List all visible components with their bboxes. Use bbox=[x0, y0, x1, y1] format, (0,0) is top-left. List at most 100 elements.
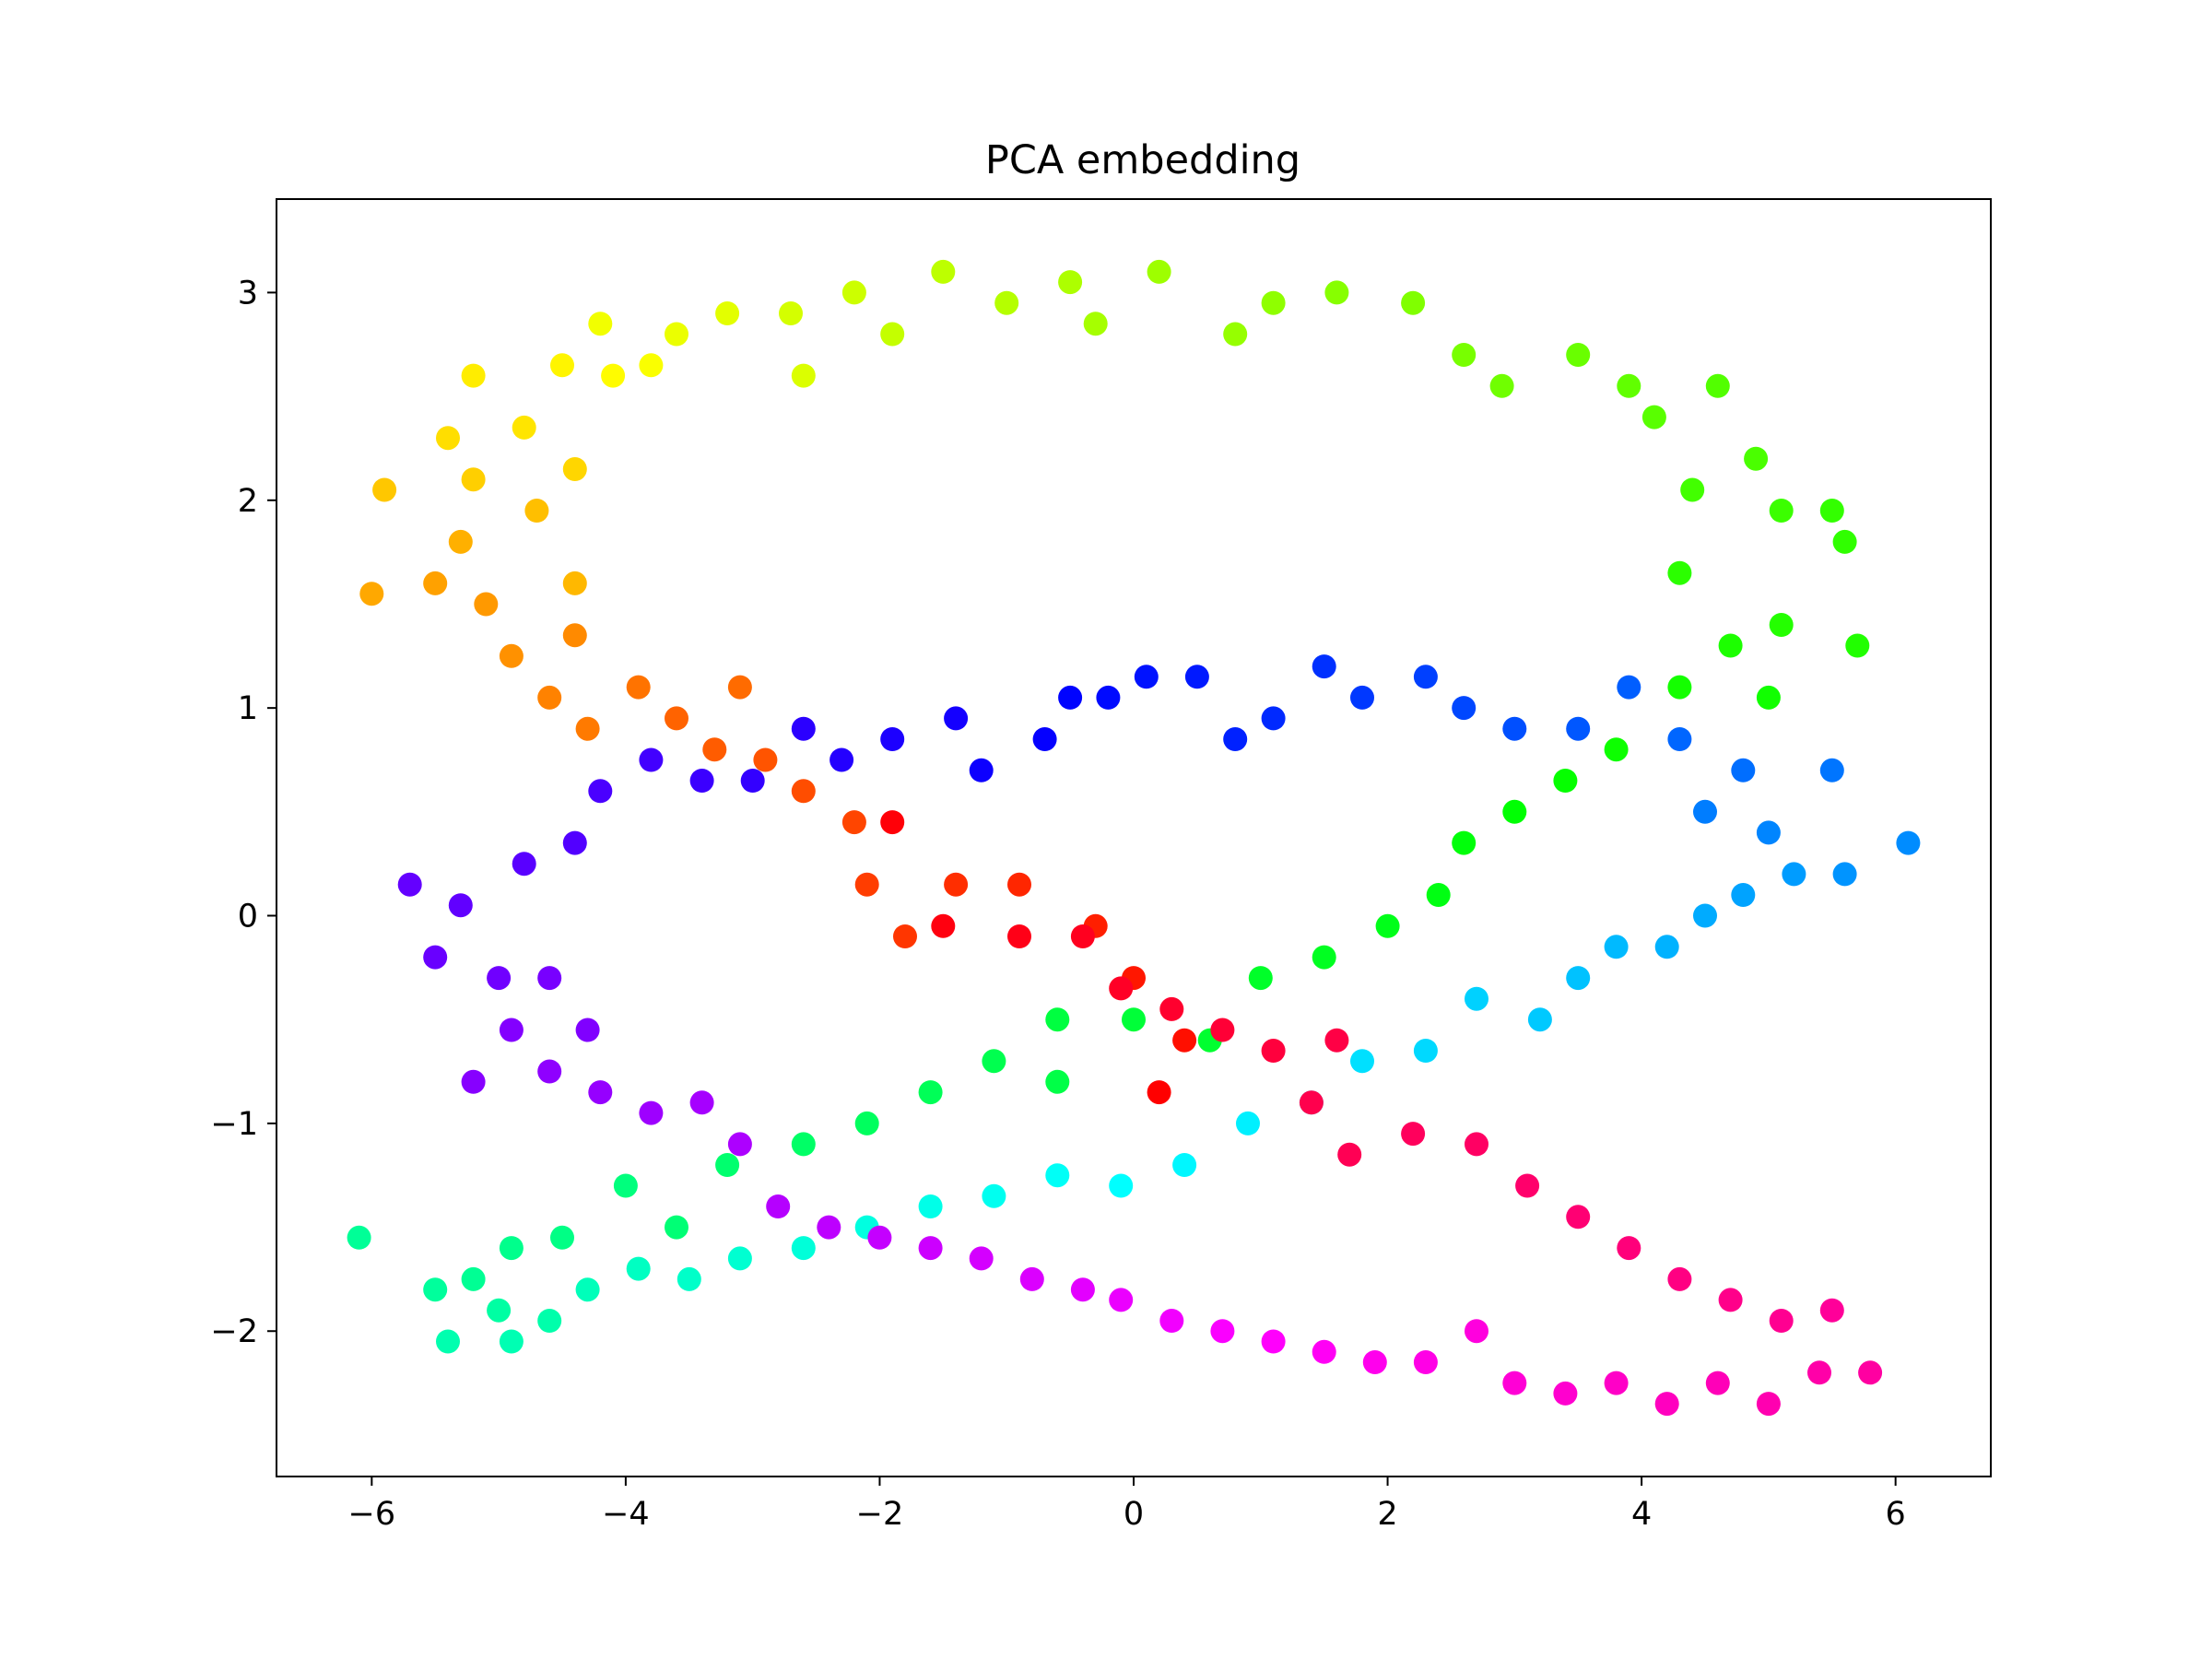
data-point-153 bbox=[487, 966, 512, 991]
data-point-47 bbox=[1261, 290, 1286, 315]
x-tick-label: −6 bbox=[348, 1496, 396, 1533]
data-point-111 bbox=[1527, 1007, 1552, 1032]
data-point-196 bbox=[1299, 1090, 1324, 1115]
data-point-138 bbox=[1032, 727, 1057, 751]
data-point-139 bbox=[969, 758, 994, 782]
y-axis: −2 −1 0 1 2 3 bbox=[210, 275, 276, 1350]
data-point-112 bbox=[1566, 966, 1591, 991]
data-point-135 bbox=[1134, 665, 1159, 689]
data-point-188 bbox=[1718, 1288, 1743, 1312]
data-point-129 bbox=[1413, 665, 1438, 689]
data-point-71 bbox=[1426, 883, 1451, 907]
data-point-82 bbox=[791, 1132, 816, 1157]
data-point-180 bbox=[1604, 1371, 1629, 1395]
data-point-67 bbox=[1604, 737, 1629, 762]
data-point-22 bbox=[448, 529, 473, 554]
data-point-113 bbox=[1604, 935, 1629, 959]
data-point-9 bbox=[791, 779, 816, 804]
data-point-16 bbox=[537, 685, 562, 710]
data-point-19 bbox=[474, 592, 499, 617]
data-point-8 bbox=[841, 810, 866, 835]
data-point-18 bbox=[499, 643, 524, 668]
data-point-91 bbox=[487, 1298, 512, 1323]
data-point-132 bbox=[1261, 706, 1286, 731]
data-point-169 bbox=[1070, 1277, 1095, 1302]
data-point-140 bbox=[944, 706, 969, 731]
data-point-164 bbox=[817, 1215, 841, 1240]
data-point-185 bbox=[1858, 1360, 1883, 1385]
data-point-137 bbox=[1058, 685, 1083, 710]
data-point-182 bbox=[1705, 1371, 1730, 1395]
data-point-101 bbox=[918, 1194, 943, 1218]
data-point-178 bbox=[1502, 1371, 1527, 1395]
y-tick-label: −1 bbox=[210, 1106, 258, 1143]
data-point-199 bbox=[1210, 1018, 1235, 1042]
data-point-88 bbox=[461, 1266, 486, 1291]
data-point-159 bbox=[588, 1080, 613, 1105]
data-point-131 bbox=[1312, 654, 1336, 679]
data-point-69 bbox=[1502, 799, 1527, 824]
data-point-28 bbox=[436, 426, 460, 451]
data-point-171 bbox=[1159, 1309, 1184, 1333]
data-point-42 bbox=[994, 290, 1019, 315]
data-point-170 bbox=[1109, 1288, 1134, 1312]
data-point-68 bbox=[1553, 769, 1578, 793]
data-point-60 bbox=[1832, 529, 1857, 554]
data-point-133 bbox=[1223, 727, 1248, 751]
data-point-172 bbox=[1210, 1319, 1235, 1344]
data-point-36 bbox=[715, 301, 740, 325]
data-point-4 bbox=[1007, 872, 1031, 897]
y-tick-label: −2 bbox=[210, 1313, 258, 1350]
data-point-80 bbox=[918, 1080, 943, 1105]
data-point-163 bbox=[766, 1194, 791, 1218]
data-point-85 bbox=[613, 1173, 638, 1198]
data-point-31 bbox=[550, 353, 574, 378]
data-point-35 bbox=[665, 322, 688, 347]
x-axis: −6 −4 −2 0 2 4 6 bbox=[348, 1477, 1906, 1533]
data-point-21 bbox=[359, 582, 384, 606]
chart-title: PCA embedding bbox=[985, 137, 1300, 183]
data-point-34 bbox=[588, 312, 613, 336]
data-point-119 bbox=[1896, 830, 1921, 855]
data-point-202 bbox=[1070, 924, 1095, 948]
data-point-39 bbox=[841, 280, 866, 305]
data-point-27 bbox=[562, 457, 587, 481]
data-point-186 bbox=[1819, 1298, 1844, 1323]
data-point-168 bbox=[1019, 1266, 1044, 1291]
data-point-70 bbox=[1452, 830, 1477, 855]
data-point-83 bbox=[715, 1153, 740, 1177]
data-point-44 bbox=[1083, 312, 1108, 336]
data-point-23 bbox=[562, 571, 587, 595]
data-point-150 bbox=[448, 893, 473, 918]
data-point-192 bbox=[1515, 1173, 1540, 1198]
data-point-79 bbox=[982, 1049, 1006, 1074]
data-point-20 bbox=[423, 571, 448, 595]
data-point-120 bbox=[1756, 820, 1781, 845]
data-point-158 bbox=[537, 1059, 562, 1084]
data-point-198 bbox=[1261, 1039, 1286, 1063]
data-point-65 bbox=[1667, 675, 1692, 700]
data-point-134 bbox=[1184, 665, 1209, 689]
data-point-108 bbox=[1350, 1049, 1374, 1074]
data-point-160 bbox=[639, 1100, 664, 1125]
data-point-181 bbox=[1654, 1392, 1679, 1417]
data-point-61 bbox=[1667, 560, 1692, 585]
x-tick-label: −2 bbox=[856, 1496, 904, 1533]
data-point-54 bbox=[1641, 405, 1666, 429]
data-point-184 bbox=[1807, 1360, 1831, 1385]
data-point-187 bbox=[1769, 1309, 1794, 1333]
data-point-125 bbox=[1617, 675, 1641, 700]
data-point-152 bbox=[423, 945, 448, 970]
data-point-66 bbox=[1756, 685, 1781, 710]
data-point-6 bbox=[893, 924, 917, 948]
data-point-103 bbox=[1045, 1163, 1070, 1188]
data-point-105 bbox=[1172, 1153, 1197, 1177]
data-point-177 bbox=[1465, 1319, 1488, 1344]
data-point-63 bbox=[1845, 633, 1870, 658]
data-point-14 bbox=[626, 675, 651, 700]
data-point-89 bbox=[347, 1225, 371, 1250]
data-point-143 bbox=[791, 716, 816, 741]
data-point-115 bbox=[1693, 903, 1717, 928]
data-point-156 bbox=[499, 1018, 524, 1042]
